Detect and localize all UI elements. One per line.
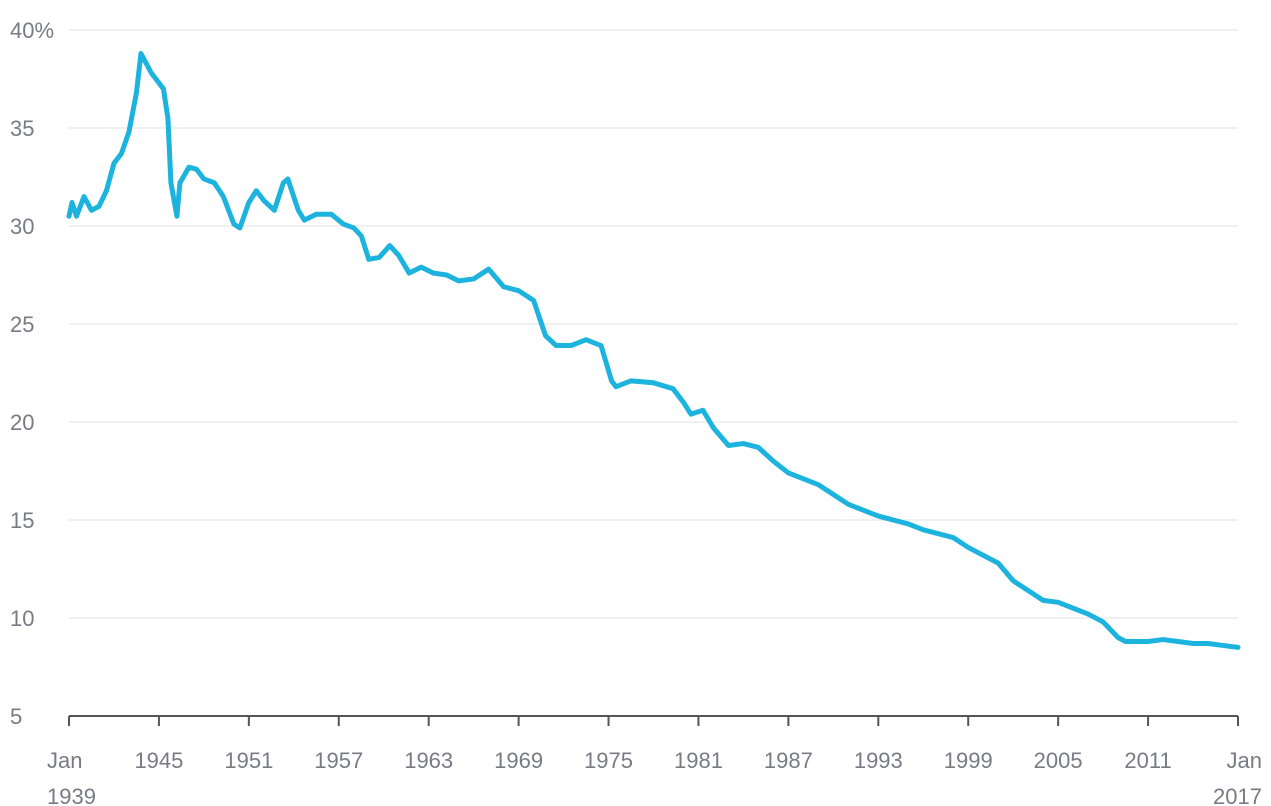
x-tick-label: 1963 [404,748,453,773]
x-tick-label: 1969 [494,748,543,773]
x-tick-label: 1987 [764,748,813,773]
x-tick-label: 1993 [854,748,903,773]
x-tick-label: 2005 [1034,748,1083,773]
x-tick-label: Jan 1939 [47,748,96,806]
x-tick-label: 1981 [674,748,723,773]
line [66,51,1241,650]
x-tick-label: 1945 [134,748,183,773]
x-tick-label: Jan 2017 [1213,748,1262,806]
y-tick-label: 20 [10,410,34,435]
x-tick-label: 1999 [944,748,993,773]
x-tick-label: 2011 [1124,748,1171,773]
y-tick-label: 35 [10,116,34,141]
x-tick-label: 1975 [584,748,633,773]
y-tick-label: 30 [10,214,34,239]
y-tick-label: 40% [10,18,54,43]
y-tick-label: 5 [10,704,22,729]
x-tick-label: 1951 [224,748,273,773]
y-tick-label: 10 [10,606,34,631]
y-tick-label: 25 [10,312,34,337]
x-tick-label: 1957 [314,748,363,773]
y-tick-label: 15 [10,508,34,533]
